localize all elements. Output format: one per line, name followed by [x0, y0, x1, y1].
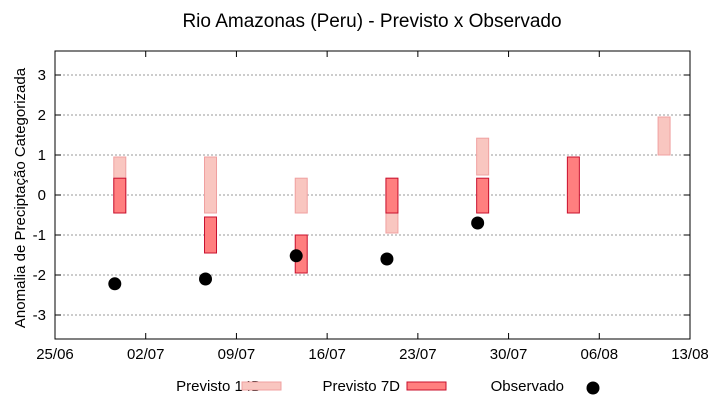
legend-swatch — [241, 381, 282, 391]
legend-label: Observado — [491, 378, 564, 395]
y-axis-label: Anomalia de Preciptação Categorizada — [12, 67, 29, 328]
y-tick-label: 3 — [38, 67, 46, 84]
axis-layer: -3 -2 -1 0 1 2 3 25/06 02/07 09/07 16/07 23/07 30/07… — [33, 50, 709, 363]
legend-swatch — [406, 381, 447, 391]
legend-label: Previsto 7D — [322, 378, 400, 395]
y-tick-label: 1 — [38, 147, 46, 164]
forecast-14d-bar — [657, 116, 671, 156]
forecast-14d-bar — [476, 137, 490, 176]
observed-point — [108, 277, 122, 291]
forecast-7d-bar — [204, 216, 218, 254]
y-tick-label: -2 — [33, 267, 46, 284]
x-tick-label: 30/07 — [490, 346, 528, 363]
x-tick-label: 16/07 — [308, 346, 346, 363]
forecast-14d-bar — [204, 156, 218, 214]
x-tick-label: 02/07 — [127, 346, 165, 363]
x-tick-label: 13/08 — [671, 346, 709, 363]
x-tick-label: 09/07 — [218, 346, 256, 363]
x-tick-label: 25/06 — [36, 346, 74, 363]
bar-layer — [113, 116, 671, 274]
x-tick-label: 06/08 — [581, 346, 619, 363]
plot-frame — [54, 50, 691, 340]
legend-label: Previsto 14D — [176, 378, 262, 395]
observed-point — [199, 272, 213, 286]
y-tick-label: 0 — [38, 187, 46, 204]
forecast-7d-bar — [476, 177, 490, 214]
legend-swatch — [586, 381, 600, 395]
chart-title: Rio Amazonas (Peru) - Previsto x Observa… — [182, 11, 561, 32]
y-tick-label: -3 — [33, 307, 46, 324]
y-tick-label: 2 — [38, 107, 46, 124]
legend-layer: Previsto 14D Previsto 7D Observado — [176, 378, 600, 395]
grid-layer — [55, 74, 690, 316]
y-tick-label: -1 — [33, 227, 46, 244]
observed-point — [471, 216, 485, 230]
forecast-7d-bar — [385, 177, 399, 214]
observed-point — [289, 249, 303, 263]
x-tick-label: 23/07 — [399, 346, 437, 363]
point-layer — [108, 216, 485, 291]
forecast-14d-bar — [294, 177, 308, 214]
observed-point — [380, 252, 394, 266]
forecast-7d-bar — [566, 156, 580, 214]
forecast-7d-bar — [113, 177, 127, 214]
